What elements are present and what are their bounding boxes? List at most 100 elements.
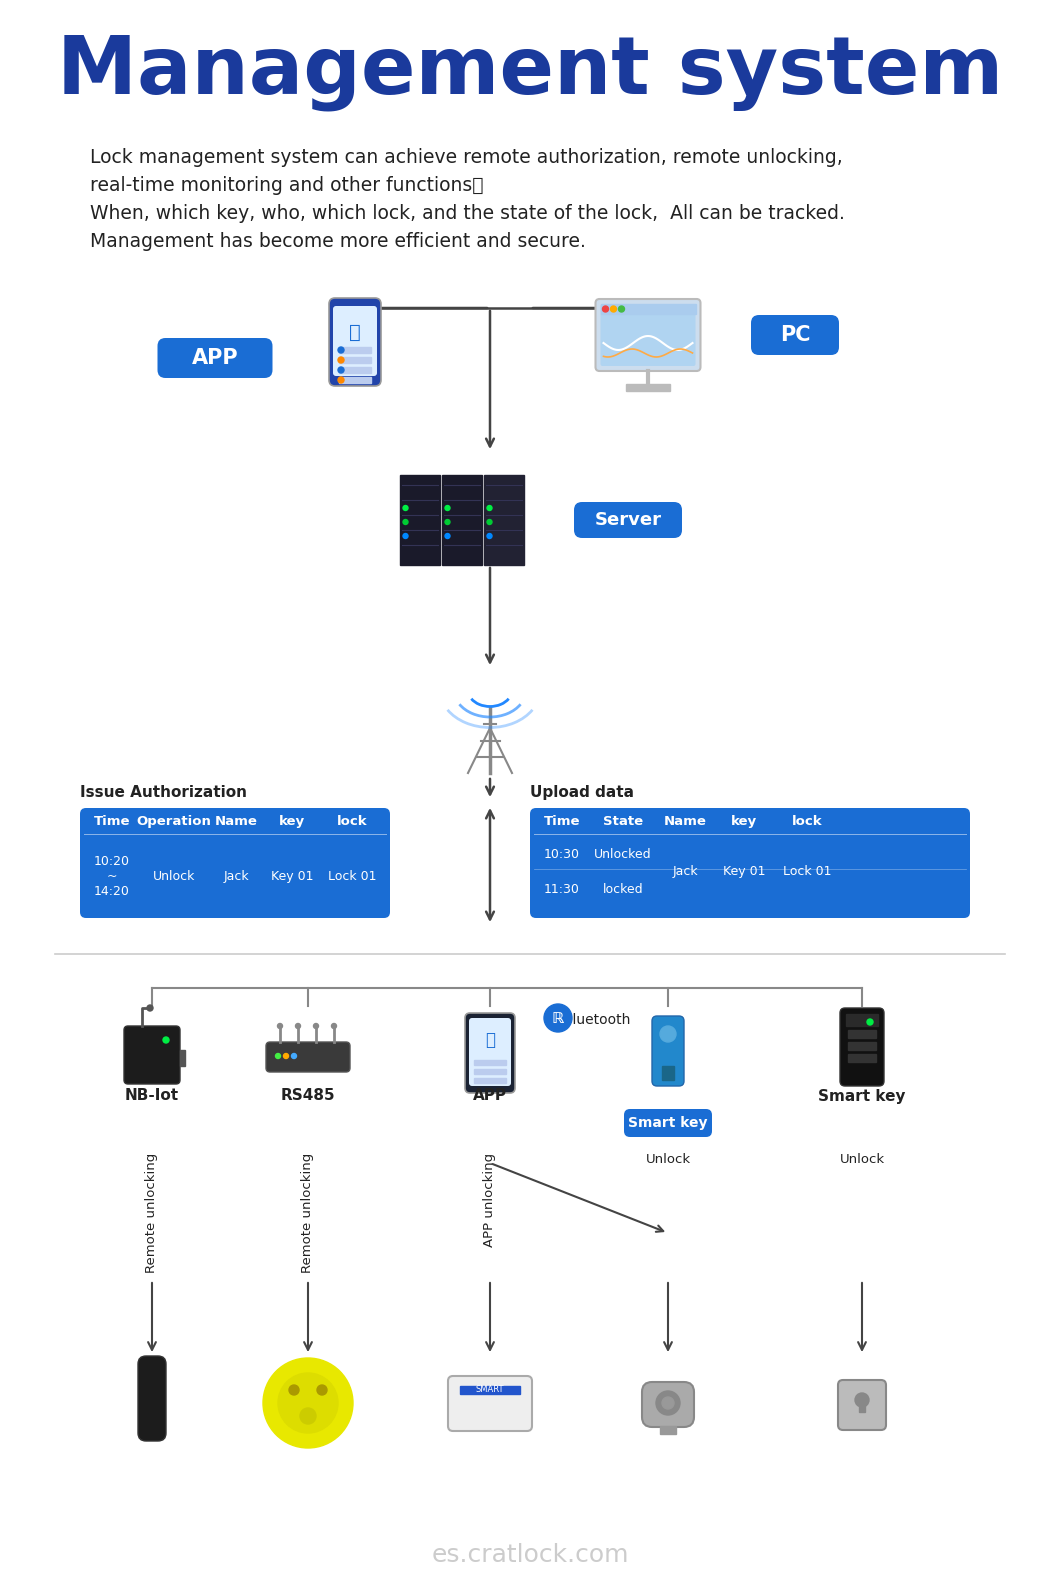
Text: Unlock: Unlock — [646, 1154, 690, 1166]
Text: State: State — [603, 814, 643, 827]
Text: Key 01: Key 01 — [723, 865, 765, 877]
Circle shape — [445, 533, 450, 538]
Circle shape — [602, 306, 608, 312]
Bar — [848, 1041, 876, 1049]
Text: 11:30: 11:30 — [544, 882, 580, 895]
Text: When, which key, who, which lock, and the state of the lock,  All can be tracked: When, which key, who, which lock, and th… — [90, 204, 845, 222]
Circle shape — [317, 1385, 326, 1395]
Circle shape — [276, 1054, 281, 1059]
Circle shape — [263, 1359, 353, 1449]
Bar — [339, 347, 371, 353]
FancyBboxPatch shape — [601, 305, 695, 366]
FancyBboxPatch shape — [138, 1356, 166, 1441]
Text: Unlock: Unlock — [840, 1154, 884, 1166]
Bar — [400, 475, 440, 565]
Bar — [180, 1049, 186, 1067]
Circle shape — [278, 1373, 338, 1433]
Circle shape — [618, 306, 624, 312]
Text: Lock 01: Lock 01 — [328, 869, 376, 882]
FancyBboxPatch shape — [469, 1018, 511, 1086]
Bar — [601, 305, 695, 314]
Circle shape — [656, 1390, 681, 1415]
Text: Management system: Management system — [57, 33, 1003, 110]
Circle shape — [289, 1385, 299, 1395]
Circle shape — [445, 519, 450, 524]
Text: Management has become more efficient and secure.: Management has become more efficient and… — [90, 232, 586, 251]
FancyBboxPatch shape — [575, 502, 682, 538]
Text: 🔒: 🔒 — [349, 322, 360, 341]
Bar — [660, 1427, 676, 1434]
Text: 10:30: 10:30 — [544, 847, 580, 860]
FancyBboxPatch shape — [624, 1109, 712, 1138]
Text: ®Bluetooth: ®Bluetooth — [549, 1013, 631, 1027]
Circle shape — [403, 519, 408, 524]
Text: Time: Time — [93, 814, 130, 827]
Circle shape — [338, 368, 344, 372]
Text: APP: APP — [473, 1089, 507, 1103]
Circle shape — [487, 533, 492, 538]
Circle shape — [660, 1026, 676, 1041]
Circle shape — [292, 1054, 297, 1059]
Bar — [442, 475, 481, 565]
Text: 10:20
~
14:20: 10:20 ~ 14:20 — [94, 855, 130, 898]
Circle shape — [487, 519, 492, 524]
Circle shape — [300, 1408, 316, 1423]
Text: APP unlocking: APP unlocking — [483, 1154, 496, 1247]
Text: Name: Name — [214, 814, 258, 827]
Text: Jack: Jack — [673, 865, 699, 877]
Text: Remote unlocking: Remote unlocking — [301, 1154, 315, 1273]
Circle shape — [611, 306, 617, 312]
Bar — [846, 1015, 878, 1026]
Text: Jack: Jack — [224, 869, 249, 882]
Circle shape — [338, 347, 344, 353]
Circle shape — [662, 1397, 674, 1409]
Circle shape — [338, 377, 344, 383]
Text: lock: lock — [337, 814, 368, 827]
Circle shape — [403, 533, 408, 538]
Circle shape — [147, 1005, 153, 1011]
FancyBboxPatch shape — [333, 306, 377, 376]
FancyBboxPatch shape — [448, 1376, 532, 1431]
Text: Time: Time — [544, 814, 580, 827]
FancyBboxPatch shape — [596, 298, 701, 371]
Bar — [859, 1400, 865, 1412]
Bar — [848, 1030, 876, 1038]
FancyBboxPatch shape — [838, 1381, 886, 1430]
Text: Operation: Operation — [137, 814, 211, 827]
Text: Smart key: Smart key — [818, 1089, 905, 1103]
Circle shape — [332, 1024, 336, 1029]
Text: Upload data: Upload data — [530, 784, 634, 800]
FancyBboxPatch shape — [840, 1008, 884, 1086]
Text: PC: PC — [780, 325, 810, 346]
Text: Lock management system can achieve remote authorization, remote unlocking,: Lock management system can achieve remot… — [90, 148, 843, 167]
Text: real-time monitoring and other functions。: real-time monitoring and other functions… — [90, 177, 483, 196]
Circle shape — [163, 1037, 169, 1043]
Circle shape — [338, 357, 344, 363]
Bar — [483, 475, 524, 565]
Text: Key 01: Key 01 — [270, 869, 314, 882]
Text: key: key — [279, 814, 305, 827]
Bar — [460, 1385, 520, 1393]
Text: Name: Name — [664, 814, 707, 827]
Text: Lock 01: Lock 01 — [783, 865, 832, 877]
Text: SMART: SMART — [476, 1385, 505, 1395]
FancyBboxPatch shape — [530, 808, 970, 918]
Circle shape — [283, 1054, 288, 1059]
Text: locked: locked — [603, 882, 643, 895]
Text: NB-Iot: NB-Iot — [125, 1089, 179, 1103]
Circle shape — [314, 1024, 318, 1029]
Bar — [339, 377, 371, 383]
Circle shape — [445, 505, 450, 511]
FancyBboxPatch shape — [642, 1382, 694, 1427]
Bar — [474, 1068, 506, 1075]
Circle shape — [867, 1019, 873, 1026]
Circle shape — [487, 505, 492, 511]
Bar — [339, 368, 371, 372]
Circle shape — [403, 505, 408, 511]
FancyBboxPatch shape — [750, 316, 840, 355]
FancyBboxPatch shape — [329, 298, 381, 387]
Text: Server: Server — [595, 511, 661, 529]
Circle shape — [278, 1024, 283, 1029]
Bar — [474, 1060, 506, 1065]
FancyBboxPatch shape — [465, 1013, 515, 1094]
